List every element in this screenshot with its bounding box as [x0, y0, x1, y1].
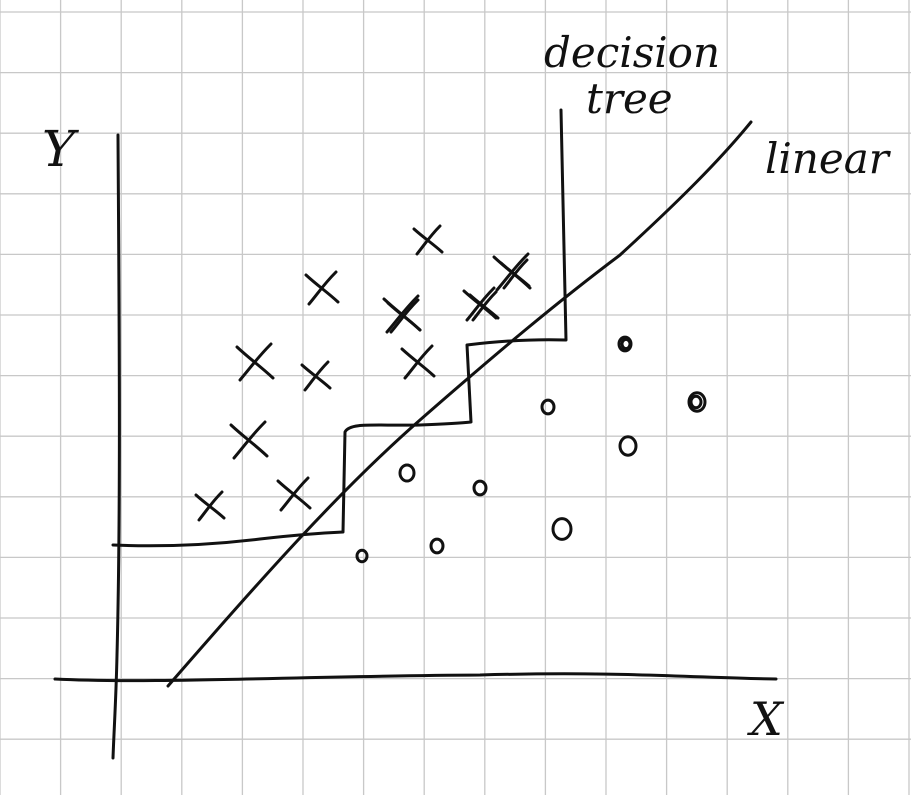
cross-markers	[194, 224, 532, 522]
linear-boundary-line	[166, 120, 753, 688]
circle-marker	[472, 479, 488, 497]
x-axis-label: X	[750, 692, 783, 746]
linear-label: linear	[765, 134, 889, 183]
y-axis	[111, 133, 121, 760]
circle-marker	[687, 391, 707, 413]
circle-marker	[551, 517, 573, 541]
y-axis-label: Y	[42, 120, 76, 178]
cross-marker	[276, 476, 312, 512]
circle-markers	[355, 335, 707, 564]
cross-marker	[386, 298, 422, 334]
x-axis	[53, 672, 778, 683]
cross-marker	[468, 290, 500, 322]
cross-marker	[304, 270, 340, 306]
cross-marker	[229, 420, 269, 460]
circle-marker	[355, 548, 369, 564]
cross-marker	[492, 252, 532, 292]
circle-marker	[540, 398, 556, 416]
decision-tree-label-line1: decision	[544, 28, 721, 77]
decision-tree-label-line2: tree	[586, 74, 673, 123]
circle-marker	[620, 337, 632, 351]
decision-tree-boundary	[111, 108, 568, 548]
cross-marker	[300, 360, 332, 392]
circle-marker	[689, 394, 703, 410]
cross-marker	[235, 342, 275, 382]
circle-marker	[429, 537, 445, 555]
cross-marker	[194, 490, 226, 522]
circle-marker	[618, 435, 638, 457]
cross-marker	[400, 344, 436, 380]
cross-marker	[412, 224, 444, 256]
circle-marker	[398, 463, 416, 483]
